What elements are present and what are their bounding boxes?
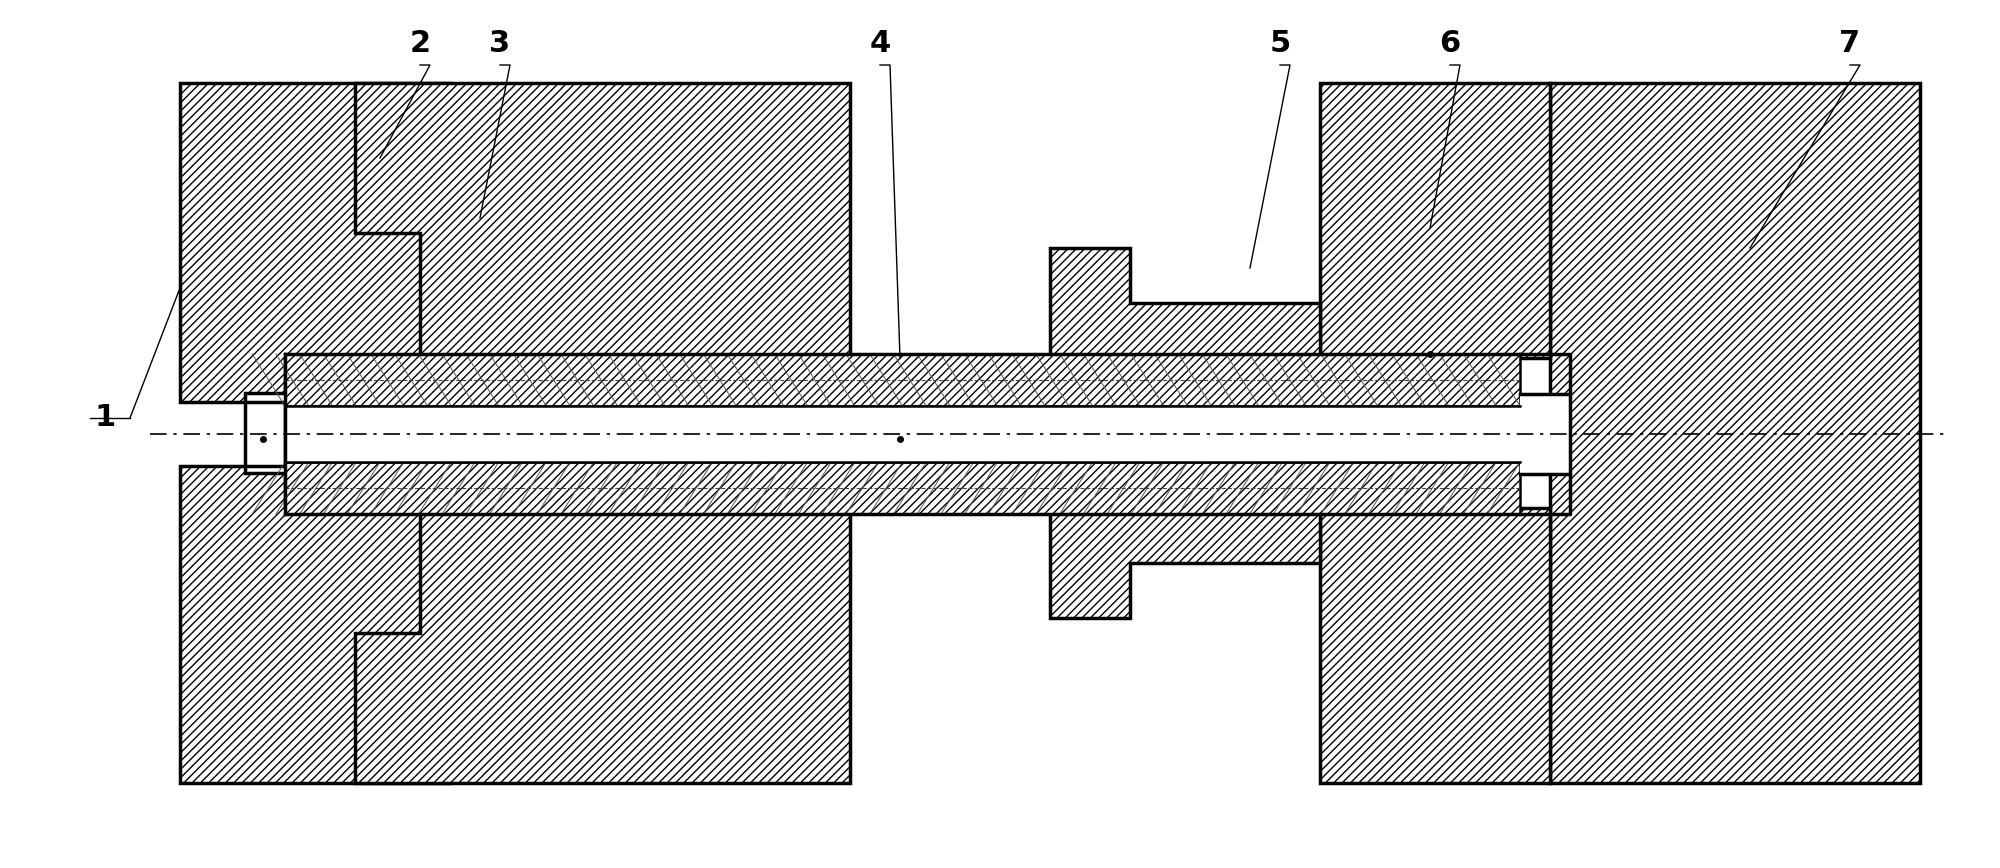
Polygon shape (286, 354, 1520, 406)
Polygon shape (1050, 248, 1320, 358)
Polygon shape (246, 402, 286, 466)
Polygon shape (180, 83, 450, 402)
Text: 7: 7 (1840, 29, 1860, 57)
Polygon shape (356, 508, 850, 783)
Text: 5: 5 (1270, 29, 1290, 57)
Polygon shape (1320, 83, 1550, 358)
FancyBboxPatch shape (286, 406, 1520, 462)
FancyBboxPatch shape (1520, 394, 1570, 474)
Polygon shape (1050, 508, 1320, 618)
Polygon shape (1320, 508, 1550, 783)
Polygon shape (356, 83, 850, 358)
Text: 1: 1 (94, 404, 116, 432)
Text: 4: 4 (870, 29, 890, 57)
Polygon shape (286, 462, 1520, 514)
Text: 6: 6 (1440, 29, 1460, 57)
Text: 3: 3 (490, 29, 510, 57)
Polygon shape (180, 466, 450, 783)
Polygon shape (1550, 83, 1920, 783)
Text: 2: 2 (410, 29, 430, 57)
